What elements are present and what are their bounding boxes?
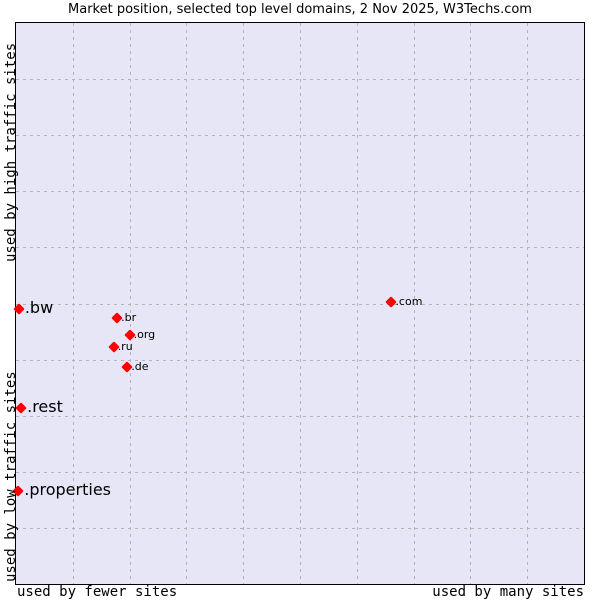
point-label: .properties [24,480,111,500]
x-axis-label-right: used by many sites [432,584,584,600]
chart-title: Market position, selected top level doma… [68,2,532,17]
point-label: .rest [27,396,63,416]
point-label: .com [395,294,423,308]
point-label: .bw [24,298,54,318]
point-label: .br [121,311,137,325]
point-label: .ru [117,339,133,353]
grid-lines [16,23,584,584]
plot-area: .com .br .org .ru .de .bw .rest .properties [12,22,585,585]
x-axis-label-left: used by fewer sites [17,584,178,600]
y-axis-label-bottom: used by low traffic sites [3,371,19,582]
y-axis-label-top: used by high traffic sites [3,42,19,262]
point-label: .de [131,359,149,373]
point-label: .org [133,327,156,341]
